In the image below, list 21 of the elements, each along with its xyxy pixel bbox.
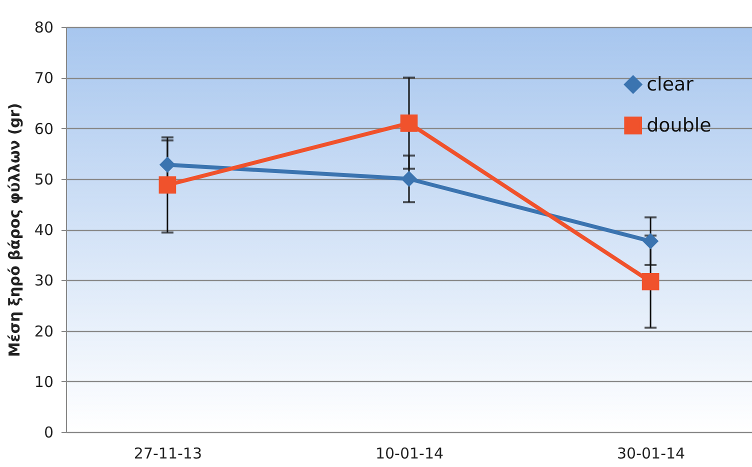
point [642,272,660,290]
point [642,233,659,250]
y-axis-title: Μέση ξηρό βάρος φύλλων (gr) [5,102,24,358]
x-tick-label: 27-11-13 [134,444,202,462]
x-tick-label: 10-01-14 [375,444,444,462]
point [400,170,418,187]
legend-label: clear [646,74,694,96]
point [400,114,418,132]
point [158,176,176,194]
y-tick-label: 40 [34,221,54,239]
y-tick-label: 10 [34,372,54,391]
x-tick-label: 30-01-14 [617,444,686,462]
y-tick-label: 0 [44,424,54,442]
legend-label: double [646,114,712,136]
y-tick-label: 50 [34,170,54,188]
y-tick-label: 80 [34,18,54,36]
point [159,156,176,173]
y-tick-label: 30 [34,272,54,290]
y-tick-label: 60 [34,120,54,138]
y-tick-label: 20 [34,322,54,340]
y-tick-label: 70 [34,69,54,88]
